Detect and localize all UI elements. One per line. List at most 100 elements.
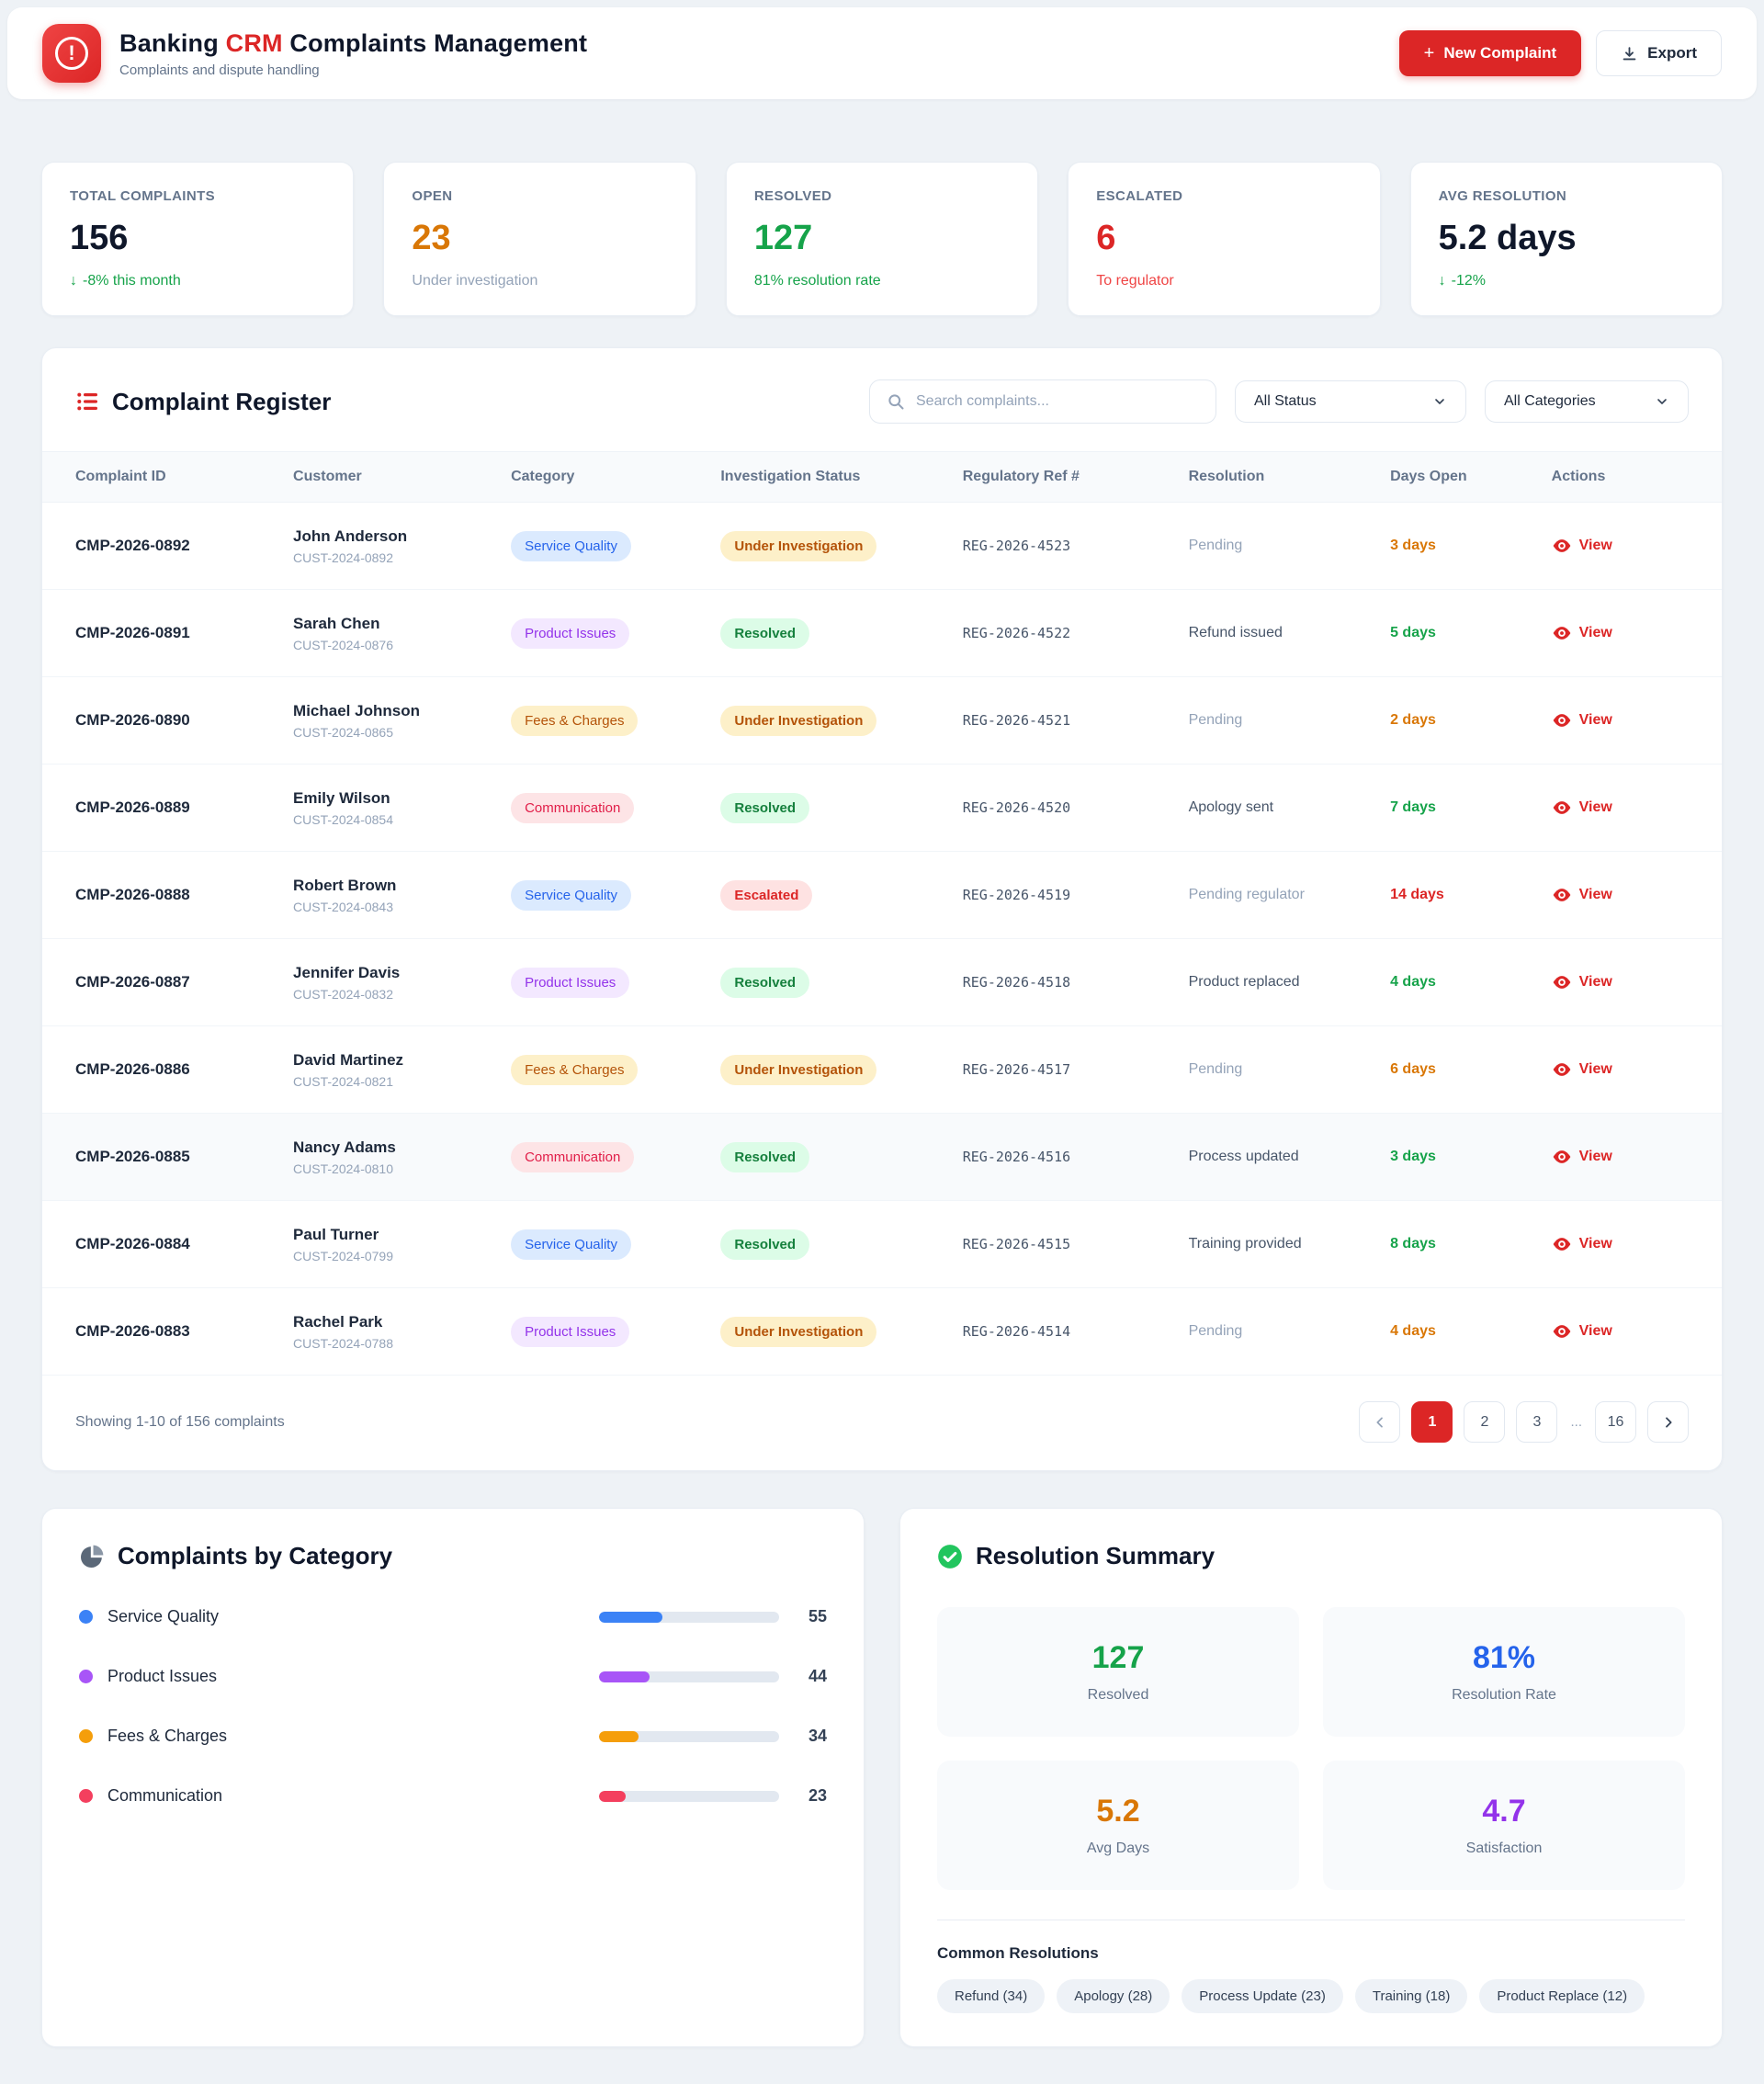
eye-icon xyxy=(1553,801,1571,814)
days-open: 3 days xyxy=(1390,1149,1436,1164)
category-badge: Communication xyxy=(511,1141,635,1172)
resolution: Training provided xyxy=(1188,1236,1302,1252)
page-button-1[interactable]: 1 xyxy=(1411,1401,1453,1443)
panel-title: Resolution Summary xyxy=(976,1542,1216,1569)
complaint-id: CMP-2026-0892 xyxy=(75,537,190,554)
stat-escalated: ESCALATED 6 To regulator xyxy=(1068,162,1381,316)
complaint-id: CMP-2026-0884 xyxy=(75,1235,190,1252)
stat-resolved: RESOLVED 127 81% resolution rate xyxy=(725,162,1039,316)
regulatory-ref: REG-2026-4518 xyxy=(962,974,1071,991)
table-row: CMP-2026-0889 Emily Wilson CUST-2024-0854… xyxy=(42,765,1722,852)
alert-logo-icon: ! xyxy=(42,24,101,83)
view-button[interactable]: View xyxy=(1552,623,1679,643)
chevron-down-icon xyxy=(1435,399,1444,404)
days-open: 14 days xyxy=(1390,887,1444,902)
resolution-tag: Refund (34) xyxy=(937,1979,1046,2013)
table-row: CMP-2026-0887 Jennifer Davis CUST-2024-08… xyxy=(42,939,1722,1026)
page-subtitle: Complaints and dispute handling xyxy=(119,62,320,78)
page-button-3[interactable]: 3 xyxy=(1516,1401,1558,1443)
status-badge: Under Investigation xyxy=(720,530,877,561)
status-badge: Resolved xyxy=(720,967,810,998)
complaint-id: CMP-2026-0889 xyxy=(75,798,190,816)
pagination: 1 2 3 ... 16 xyxy=(1359,1401,1689,1443)
page-button-2[interactable]: 2 xyxy=(1464,1401,1506,1443)
regulatory-ref: REG-2026-4517 xyxy=(962,1061,1071,1078)
eye-icon xyxy=(1553,1325,1571,1338)
resolution: Pending xyxy=(1188,1061,1243,1077)
view-button[interactable]: View xyxy=(1552,1234,1679,1254)
view-button[interactable]: View xyxy=(1552,536,1679,556)
pie-chart-icon xyxy=(80,1545,104,1568)
complaint-id: CMP-2026-0888 xyxy=(75,886,190,903)
days-open: 4 days xyxy=(1390,974,1436,990)
view-button[interactable]: View xyxy=(1552,1059,1679,1080)
view-button[interactable]: View xyxy=(1552,798,1679,818)
status-badge: Resolved xyxy=(720,1141,810,1172)
resolution: Product replaced xyxy=(1188,974,1300,990)
category-badge: Communication xyxy=(511,792,635,823)
category-row: Communication 23 xyxy=(79,1786,827,1806)
prev-page-button[interactable] xyxy=(1359,1401,1401,1443)
export-button[interactable]: Export xyxy=(1596,30,1722,76)
resolution: Pending xyxy=(1188,712,1243,728)
arrow-down-icon: ↓ xyxy=(1438,273,1446,289)
search-box xyxy=(869,379,1216,424)
category-bar xyxy=(599,1730,779,1742)
days-open: 2 days xyxy=(1390,712,1436,728)
legend-dot xyxy=(79,1729,93,1743)
chevron-down-icon xyxy=(1657,399,1667,404)
resolution-tag: Training (18) xyxy=(1354,1979,1468,2013)
brand: ! Banking CRM Complaints Management Comp… xyxy=(42,24,587,83)
table-row: CMP-2026-0885 Nancy Adams CUST-2024-0810 … xyxy=(42,1114,1722,1201)
resolution-tag: Apology (28) xyxy=(1057,1979,1170,2013)
eye-icon xyxy=(1553,627,1571,640)
search-input[interactable] xyxy=(916,393,1199,410)
category-badge: Service Quality xyxy=(511,1229,631,1260)
download-icon xyxy=(1623,46,1636,60)
status-badge: Resolved xyxy=(720,617,810,649)
view-button[interactable]: View xyxy=(1552,1321,1679,1342)
status-badge: Under Investigation xyxy=(720,1316,877,1347)
complaint-id: CMP-2026-0887 xyxy=(75,973,190,991)
customer-cell: Jennifer Davis CUST-2024-0832 xyxy=(293,963,401,1002)
customer-cell: Sarah Chen CUST-2024-0876 xyxy=(293,614,393,652)
category-filter-select[interactable]: All Categories xyxy=(1485,380,1689,423)
check-circle-icon xyxy=(938,1544,962,1569)
legend-dot xyxy=(79,1670,93,1683)
common-resolutions-tags: Refund (34) Apology (28) Process Update … xyxy=(937,1979,1685,2013)
stat-open: OPEN 23 Under investigation xyxy=(383,162,696,316)
view-button[interactable]: View xyxy=(1552,972,1679,992)
legend-dot xyxy=(79,1789,93,1803)
complaint-register-panel: Complaint Register All Status All Catego… xyxy=(41,347,1723,1471)
plus-icon: + xyxy=(1423,43,1435,63)
arrow-down-icon: ↓ xyxy=(70,273,77,289)
next-page-button[interactable] xyxy=(1647,1401,1689,1443)
view-button[interactable]: View xyxy=(1552,885,1679,905)
summary-tile-resolved: 127 Resolved xyxy=(937,1607,1299,1737)
table-row: CMP-2026-0892 John Anderson CUST-2024-089… xyxy=(42,503,1722,590)
complaint-id: CMP-2026-0883 xyxy=(75,1322,190,1340)
page-button-16[interactable]: 16 xyxy=(1595,1401,1636,1443)
status-filter-select[interactable]: All Status xyxy=(1235,380,1466,423)
category-bar xyxy=(599,1790,779,1802)
status-badge: Escalated xyxy=(720,879,813,911)
view-button[interactable]: View xyxy=(1552,1147,1679,1167)
table-row: CMP-2026-0884 Paul Turner CUST-2024-0799 … xyxy=(42,1201,1722,1288)
complaints-by-category-panel: Complaints by Category Service Quality 5… xyxy=(41,1508,865,2047)
customer-cell: Paul Turner CUST-2024-0799 xyxy=(293,1225,393,1263)
stat-avg-resolution: AVG RESOLUTION 5.2 days ↓ -12% xyxy=(1409,162,1724,316)
chevron-left-icon xyxy=(1376,1416,1383,1428)
eye-icon xyxy=(1553,1238,1571,1251)
regulatory-ref: REG-2026-4519 xyxy=(962,887,1071,903)
table-header: Complaint ID Customer Category Investiga… xyxy=(42,451,1722,503)
list-icon xyxy=(77,392,97,411)
table-row: CMP-2026-0891 Sarah Chen CUST-2024-0876 P… xyxy=(42,590,1722,677)
search-icon xyxy=(888,394,904,410)
customer-cell: Emily Wilson CUST-2024-0854 xyxy=(293,788,393,827)
resolution-tag: Process Update (23) xyxy=(1182,1979,1343,2013)
status-badge: Resolved xyxy=(720,1229,810,1260)
category-row: Fees & Charges 34 xyxy=(79,1727,827,1746)
new-complaint-button[interactable]: + New Complaint xyxy=(1398,30,1582,76)
category-badge: Service Quality xyxy=(511,879,631,911)
view-button[interactable]: View xyxy=(1552,710,1679,731)
